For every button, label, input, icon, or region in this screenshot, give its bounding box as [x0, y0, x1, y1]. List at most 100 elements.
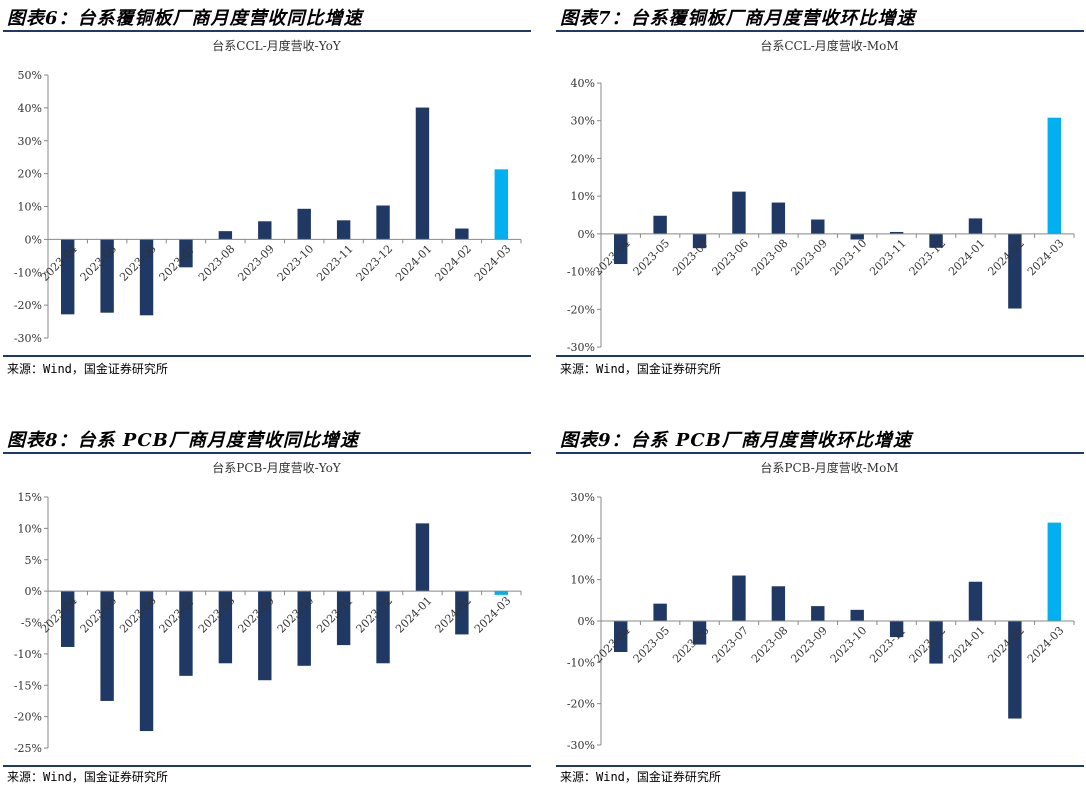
bar-chart-pcb-mom: 台系PCB-月度营收-MoM -30% -20% -10% 0% 10% 20% 30% 202… — [567, 460, 1075, 752]
bar — [61, 239, 75, 315]
y-tick-label: 10% — [18, 201, 42, 214]
y-tick-label: 40% — [18, 102, 42, 115]
y-tick-label: -20% — [567, 303, 595, 316]
bar — [889, 621, 904, 638]
x-tick-label: 2023-08 — [749, 624, 791, 666]
bar — [455, 591, 469, 635]
bar — [179, 239, 193, 268]
x-tick-label: 2023-12 — [354, 242, 396, 284]
bar — [850, 609, 864, 621]
y-tick-label: -30% — [567, 341, 595, 354]
chart-title: 台系CCL-月度营收-MoM — [760, 38, 898, 53]
bar — [732, 191, 746, 234]
y-tick-label: -30% — [14, 332, 42, 345]
y-tick-label: -10% — [567, 656, 595, 669]
bar — [850, 233, 864, 240]
y-tick-label: 20% — [571, 152, 595, 165]
bar — [297, 208, 311, 240]
bar — [929, 233, 943, 248]
title-rule — [556, 452, 1084, 454]
y-tick-label: 15% — [18, 491, 42, 504]
y-tick-label: 50% — [18, 69, 42, 82]
bar — [929, 621, 943, 664]
x-tick-label: 2023-10 — [275, 242, 317, 284]
y-tick-label: -20% — [14, 299, 42, 312]
figure-title: 图表8：台系 PCB厂商月度营收同比增速 — [7, 430, 359, 451]
title-rule — [3, 30, 531, 32]
y-tick-label: -20% — [14, 711, 42, 724]
source-note: 来源：Wind，国金证券研究所 — [7, 770, 168, 784]
x-tick-label: 2024-03 — [472, 242, 514, 284]
y-tick-label: -25% — [14, 742, 42, 755]
bar — [179, 591, 193, 676]
y-tick-label: 0% — [578, 615, 595, 628]
x-tick-label: 2023-10 — [828, 624, 870, 666]
x-tick-label: 2023-07 — [710, 624, 752, 666]
bar — [614, 233, 628, 265]
x-tick-label: 2023-08 — [196, 242, 238, 284]
y-tick-label: -5% — [21, 617, 42, 630]
x-tick-label: 2024-02 — [432, 242, 474, 284]
bar — [653, 603, 667, 621]
y-tick-label: -15% — [14, 679, 42, 692]
bar — [415, 523, 430, 592]
bar — [258, 591, 272, 681]
bar — [653, 215, 667, 234]
bar — [771, 202, 786, 234]
y-tick-label: 30% — [18, 135, 42, 148]
x-tick-label: 2023-07 — [670, 237, 712, 279]
bar — [968, 218, 983, 234]
x-tick-label: 2023-10 — [828, 237, 870, 279]
x-tick-label: 2023-06 — [710, 237, 752, 279]
source-rule — [556, 355, 1084, 357]
figure-title: 图表9：台系 PCB厂商月度营收环比增速 — [560, 430, 912, 451]
y-tick-label: 0% — [578, 228, 595, 241]
y-tick-label: 0% — [25, 585, 42, 598]
source-rule — [556, 765, 1084, 767]
x-tick-label: 2024-01 — [946, 237, 988, 279]
x-tick-label: 2023-12 — [907, 237, 949, 279]
x-tick-label: 2024-03 — [1025, 624, 1067, 666]
y-tick-label: 30% — [571, 115, 595, 128]
bar — [889, 231, 904, 234]
bar — [494, 591, 508, 595]
y-tick-label: 10% — [571, 190, 595, 203]
x-tick-label: 2023-05 — [631, 237, 673, 279]
x-tick-label: 2023-11 — [867, 237, 909, 279]
bar-chart-ccl-mom: 台系CCL-月度营收-MoM -30% -20% -10% 0% 10% 20% 30% 40%… — [567, 38, 1075, 354]
bar — [968, 581, 983, 621]
bar — [100, 239, 114, 313]
bar — [376, 591, 390, 664]
x-tick-label: 2024-01 — [946, 624, 988, 666]
chart-title: 台系PCB-月度营收-YoY — [212, 460, 342, 475]
bar — [732, 575, 746, 621]
y-tick-label: -10% — [567, 266, 595, 279]
bar — [1047, 117, 1061, 234]
bar — [1047, 522, 1061, 621]
figure-title: 图表7：台系覆铜板厂商月度营收环比增速 — [560, 8, 916, 29]
title-rule — [556, 30, 1084, 32]
title-rule — [3, 452, 531, 454]
bar — [692, 233, 707, 249]
x-tick-label: 2023-06 — [670, 624, 712, 666]
bar — [218, 231, 233, 240]
y-tick-label: 10% — [18, 522, 42, 535]
x-tick-label: 2023-09 — [788, 624, 830, 666]
x-tick-label: 2024-01 — [393, 594, 435, 636]
x-tick-label: 2023-11 — [867, 624, 909, 666]
figure-panel-8: 图表8：台系 PCB厂商月度营收同比增速 台系PCB-月度营收-YoY -25% -… — [3, 422, 531, 787]
bar — [336, 220, 351, 240]
y-tick-label: 10% — [571, 574, 595, 587]
x-tick-label: 2023-05 — [631, 624, 673, 666]
bar — [415, 107, 430, 240]
bar — [218, 591, 233, 664]
chart-title: 台系CCL-月度营收-YoY — [212, 38, 342, 53]
bar-chart-ccl-yoy: 台系CCL-月度营收-YoY -30% -20% -10% 0% 10% 20% 30% 40%… — [14, 38, 522, 345]
source-note: 来源：Wind，国金证券研究所 — [560, 770, 721, 784]
y-tick-label: 20% — [571, 532, 595, 545]
bar — [139, 591, 154, 732]
bar — [336, 591, 351, 646]
x-tick-label: 2023-11 — [314, 242, 356, 284]
y-tick-label: -10% — [14, 648, 42, 661]
bar — [771, 586, 786, 621]
